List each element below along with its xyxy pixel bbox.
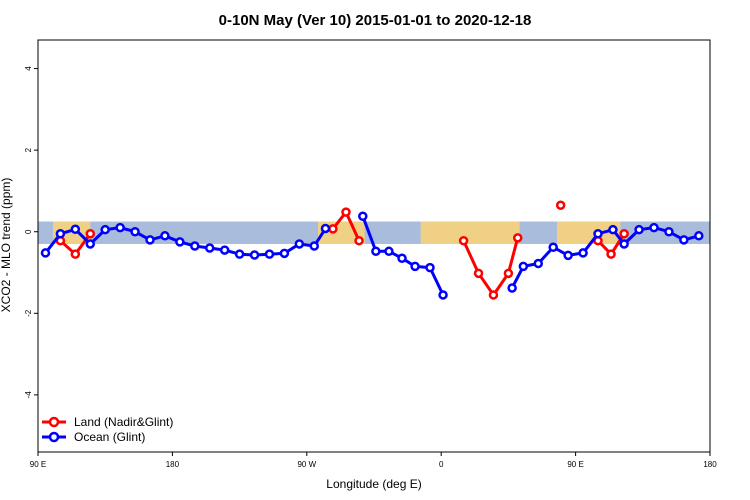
ocean-point [425,262,435,273]
ocean-point [563,250,573,261]
ocean-point [100,224,110,235]
ocean-point [410,261,420,272]
ocean-point [438,290,448,300]
land-point [619,229,629,239]
chart-title: 0-10N May (Ver 10) 2015-01-01 to 2020-12… [219,12,532,29]
ocean-band [38,221,710,244]
legend: Land (Nadir&Glint)Ocean (Glint) [42,415,173,444]
ocean-point [664,226,674,237]
ocean-point [619,239,629,249]
land-point [341,207,351,217]
land-point [458,235,469,246]
land-point [473,268,484,279]
ocean-point [608,224,618,235]
legend-land-marker [48,416,60,428]
ocean-point [55,229,66,239]
land-patch [420,221,520,244]
ocean-point [279,248,290,259]
x-axis-label: Longitude (deg E) [326,477,421,491]
x-tick-label: 90 W [297,460,316,469]
ocean-point [264,249,275,259]
ocean-point [40,248,51,258]
ocean-point [130,226,140,237]
ocean-point [320,223,331,234]
ocean-point [578,248,588,258]
land-point [328,224,338,234]
ocean-point [204,243,215,253]
ocean-point [70,224,81,235]
x-tick-label: 90 E [30,460,46,469]
ocean-point [634,224,644,235]
ocean-point [309,241,320,251]
x-tick-label: 180 [703,460,717,469]
land-point [503,268,514,279]
ocean-point [160,231,170,241]
plot-area: 90 E 180 90 W 0 90 E 180 -4 -2 0 2 4 [24,39,717,469]
y-tick-label: 0 [24,229,33,234]
x-tick-label: 0 [439,460,444,469]
y-tick-label: 4 [24,66,33,71]
ocean-point [85,239,96,249]
ocean-point [518,261,529,272]
y-tick-label: -2 [24,309,33,317]
x-tick-label: 180 [166,460,180,469]
x-tick-label: 90 E [567,460,583,469]
land-point [606,249,616,259]
ocean-point [190,241,200,251]
ocean-point [593,229,603,239]
ocean-point [115,222,125,233]
ocean-point [507,283,517,293]
ocean-point [679,235,689,245]
land-point [70,249,81,259]
ocean-point [533,258,544,269]
legend-ocean-label: Ocean (Glint) [74,430,145,444]
land-point [85,229,96,239]
ocean-point [384,246,394,257]
ocean-point [234,249,245,259]
plot-frame [37,39,711,453]
y-axis-label: XCO2 - MLO trend (ppm) [0,178,13,313]
land-point [488,290,499,300]
land-point [512,233,523,243]
y-tick-label: 2 [24,147,33,152]
ocean-point [694,231,704,241]
ocean-point [175,237,185,247]
ocean-point [548,242,558,252]
legend-ocean-marker [48,431,60,443]
legend-land-label: Land (Nadir&Glint) [74,415,173,429]
land-patch [556,221,621,244]
ocean-point [294,239,305,249]
ocean-point [249,250,260,260]
ocean-point [649,222,659,233]
ocean-point [358,211,368,221]
ocean-point [145,235,155,245]
land-point [555,200,566,210]
y-tick-label: -4 [24,391,33,399]
land-point [354,235,364,246]
ocean-point [397,253,407,263]
ocean-point [219,245,230,255]
ocean-point [371,246,381,257]
